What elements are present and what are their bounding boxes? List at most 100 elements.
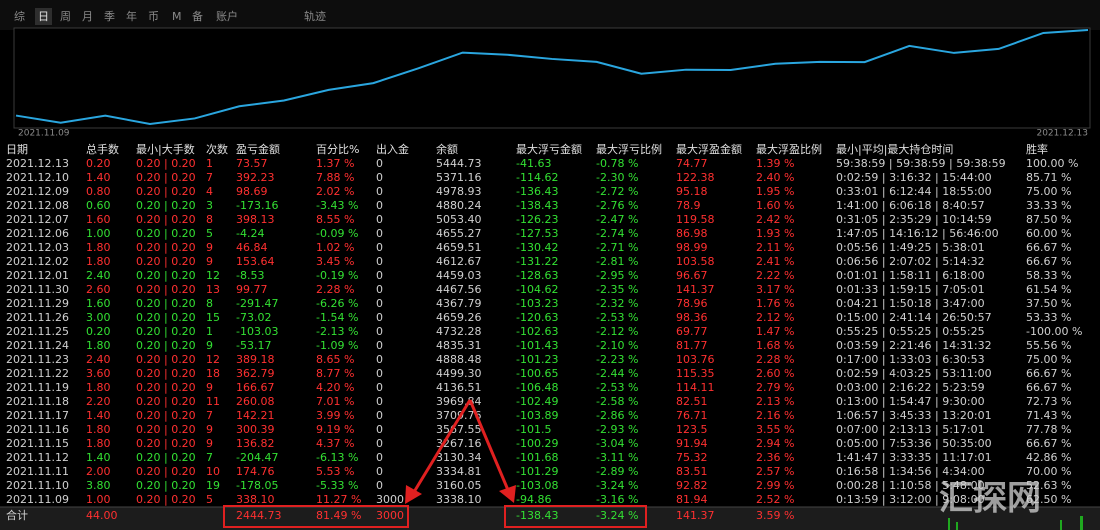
table-cell: 0.20 | 0.20: [136, 185, 196, 198]
table-cell: 0.20 | 0.20: [136, 451, 196, 464]
table-cell: 2021.11.17: [6, 409, 69, 422]
table-cell: 5.53 %: [316, 465, 354, 478]
table-cell: 0:00:28 | 1:10:58 | 5:48:00: [836, 479, 985, 492]
table-cell: 3969.84: [436, 395, 482, 408]
column-header[interactable]: 最大浮盈比例: [756, 142, 822, 156]
table-cell: 0.20 | 0.20: [136, 241, 196, 254]
table-cell: 1.93 %: [756, 227, 794, 240]
table-cell: 4888.48: [436, 353, 482, 366]
table-cell: 2.20: [86, 395, 111, 408]
curve-date-end: 2021.12.13: [1036, 129, 1088, 139]
table-cell: -2.53 %: [596, 381, 638, 394]
toolbar-tab[interactable]: 年: [126, 9, 137, 23]
toolbar-tab[interactable]: M: [172, 10, 182, 23]
toolbar-tab[interactable]: 账户: [216, 9, 238, 23]
table-cell: 0.20 | 0.20: [136, 199, 196, 212]
table-cell: 0:05:00 | 7:53:36 | 50:35:00: [836, 437, 992, 450]
table-cell: 52.63 %: [1026, 479, 1071, 492]
toolbar-tab[interactable]: 轨迹: [304, 9, 326, 23]
table-cell: 1.60 %: [756, 199, 794, 212]
table-cell: 98.99: [676, 241, 708, 254]
table-cell: 5: [206, 227, 213, 240]
table-cell: 86.98: [676, 227, 708, 240]
toolbar-tab[interactable]: 备: [192, 9, 203, 23]
column-header[interactable]: 日期: [6, 143, 28, 156]
table-cell: -178.05: [236, 479, 278, 492]
table-cell: 2.42 %: [756, 213, 794, 226]
table-cell: 1.39 %: [756, 157, 794, 170]
column-header[interactable]: 出入金: [376, 142, 409, 156]
table-cell: 7.01 %: [316, 395, 354, 408]
table-cell: -2.44 %: [596, 367, 638, 380]
table-cell: 4732.28: [436, 325, 482, 338]
column-header[interactable]: 次数: [206, 142, 228, 156]
table-cell: 0: [376, 381, 383, 394]
toolbar-tab[interactable]: 周: [60, 10, 71, 23]
table-cell: -127.53: [516, 227, 558, 240]
column-header[interactable]: 最大浮亏比例: [596, 142, 662, 156]
table-cell: 69.77: [676, 325, 708, 338]
toolbar-tab[interactable]: 币: [148, 10, 159, 23]
table-cell: 3.00: [86, 311, 111, 324]
table-cell: 2021.11.10: [6, 479, 69, 492]
total-cell: 141.37: [676, 509, 715, 522]
table-cell: 0: [376, 451, 383, 464]
column-header[interactable]: 最小|平均|最大持仓时间: [836, 142, 953, 156]
table-cell: 92.82: [676, 479, 708, 492]
table-cell: 81.77: [676, 339, 708, 352]
table-cell: 62.50 %: [1026, 493, 1071, 506]
table-cell: 3.17 %: [756, 283, 794, 296]
table-cell: -2.74 %: [596, 227, 638, 240]
table-cell: -101.29: [516, 465, 558, 478]
table-cell: 81.94: [676, 493, 708, 506]
column-header[interactable]: 盈亏金额: [236, 142, 280, 156]
table-cell: 7: [206, 409, 213, 422]
table-cell: 0: [376, 395, 383, 408]
total-cell: 合计: [6, 508, 28, 522]
toolbar-tab[interactable]: 月: [82, 10, 93, 23]
table-cell: -100.65: [516, 367, 558, 380]
table-cell: -103.08: [516, 479, 558, 492]
table-cell: 66.67 %: [1026, 381, 1071, 394]
column-header[interactable]: 余额: [436, 142, 458, 156]
table-cell: 392.23: [236, 171, 275, 184]
table-cell: -2.53 %: [596, 311, 638, 324]
table-cell: 2.41 %: [756, 255, 794, 268]
table-cell: -103.89: [516, 409, 558, 422]
table-cell: 1.40: [86, 451, 111, 464]
toolbar-tab[interactable]: 季: [104, 10, 115, 23]
column-header[interactable]: 最小|大手数: [136, 142, 195, 156]
column-header[interactable]: 最大浮盈金额: [676, 142, 742, 156]
table-cell: -73.02: [236, 311, 271, 324]
table-cell: 0.20 | 0.20: [136, 409, 196, 422]
bar-deco: [948, 518, 950, 530]
table-cell: 0.20 | 0.20: [136, 465, 196, 478]
table-cell: 98.69: [236, 185, 268, 198]
table-cell: 3.80: [86, 479, 111, 492]
table-cell: 9.19 %: [316, 423, 354, 436]
table-cell: 11.27 %: [316, 493, 361, 506]
column-header[interactable]: 胜率: [1026, 142, 1048, 156]
table-cell: 9: [206, 423, 213, 436]
column-header[interactable]: 最大浮亏金额: [516, 142, 582, 156]
column-header[interactable]: 百分比%: [316, 143, 359, 156]
table-cell: 3000: [376, 493, 404, 506]
table-cell: -128.63: [516, 269, 558, 282]
table-cell: 119.58: [676, 213, 715, 226]
toolbar-tab[interactable]: 日: [38, 10, 49, 23]
column-header[interactable]: 总手数: [86, 142, 119, 156]
table-cell: 0:13:00 | 1:54:47 | 9:30:00: [836, 395, 985, 408]
toolbar-tab[interactable]: 综: [14, 9, 25, 23]
table-cell: 0: [376, 367, 383, 380]
table-cell: 2021.12.07: [6, 213, 69, 226]
table-cell: 1:41:00 | 6:06:18 | 8:40:57: [836, 199, 985, 212]
table-cell: -291.47: [236, 297, 278, 310]
table-cell: -101.23: [516, 353, 558, 366]
table-cell: 4659.26: [436, 311, 482, 324]
table-cell: 4: [206, 185, 213, 198]
table-cell: 0: [376, 185, 383, 198]
table-cell: 0: [376, 437, 383, 450]
table-cell: -3.24 %: [596, 479, 638, 492]
table-cell: -1.09 %: [316, 339, 358, 352]
